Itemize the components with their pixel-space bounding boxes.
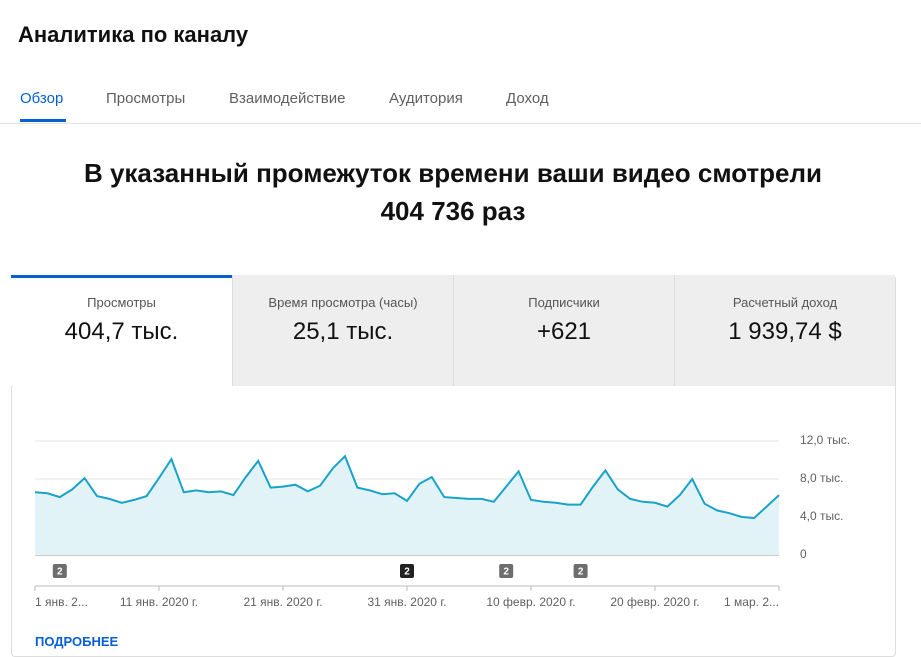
annotation-marker (499, 564, 514, 578)
annotation-label: 2 (57, 567, 63, 578)
metric-value: +621 (536, 318, 592, 345)
x-tick-label: 31 янв. 2020 г. (367, 595, 446, 609)
metric-label: Просмотры (87, 295, 156, 310)
metric-value: 404,7 тыс. (64, 318, 179, 345)
tab[interactable]: Просмотры (106, 90, 186, 107)
annotation-label: 2 (404, 567, 410, 578)
page: Аналитика по каналу Обзор Просмотры Взаимо… (0, 22, 921, 657)
x-tick-label: 10 февр. 2020 г. (486, 595, 575, 609)
metric-value: 1 939,74 $ (728, 318, 842, 345)
metric-value: 25,1 тыс. (292, 318, 394, 345)
tab[interactable]: Взаимодействие (229, 90, 346, 107)
more-link[interactable]: ПОДРОБНЕЕ (35, 634, 119, 649)
annotation-marker (52, 564, 67, 578)
y-tick-label: 8,0 тыс. (800, 471, 843, 485)
tab[interactable]: Обзор (20, 90, 64, 107)
metric-tab[interactable]: Подписчики +621 (453, 275, 674, 386)
annotation-marker (573, 564, 588, 578)
tab-indicator (20, 119, 66, 122)
tab[interactable]: Доход (506, 90, 549, 107)
metric-label: Расчетный доход (732, 295, 838, 310)
y-tick-label: 0 (800, 547, 807, 561)
metric-label: Подписчики (528, 295, 600, 310)
x-tick-label: 1 янв. 2... (35, 595, 88, 609)
line (34, 454, 780, 520)
x-tick-label: 1 мар. 2... (724, 595, 779, 609)
annotation-label: 2 (578, 567, 584, 578)
x-tick-label: 11 янв. 2020 г. (120, 595, 198, 609)
area (35, 456, 779, 555)
headline-count: 404 736 раз (380, 196, 526, 226)
page-title: Аналитика по каналу (18, 22, 249, 47)
metric-tab[interactable]: Расчетный доход 1 939,74 $ (674, 275, 895, 386)
y-tick-label: 4,0 тыс. (800, 509, 843, 523)
divider (0, 123, 921, 124)
metric-tab[interactable]: Просмотры 404,7 тыс. (11, 275, 232, 386)
y-tick-label: 12,0 тыс. (800, 433, 850, 447)
annotation-label: 2 (503, 567, 509, 578)
chart: 0 4,0 тыс. 8,0 тыс. 12,0 тыс. 2 2 2 2 1 янв. 2..… (34, 433, 850, 609)
x-tick-label: 21 янв. 2020 г. (243, 595, 322, 609)
tab[interactable]: Аудитория (389, 90, 463, 107)
x-tick-label: 20 февр. 2020 г. (610, 595, 699, 609)
metric-tab[interactable]: Время просмотра (часы) 25,1 тыс. (232, 275, 453, 386)
metric-label: Время просмотра (часы) (268, 295, 418, 310)
annotation-marker (400, 564, 414, 578)
headline: В указанный промежуток времени ваши виде… (83, 158, 823, 188)
